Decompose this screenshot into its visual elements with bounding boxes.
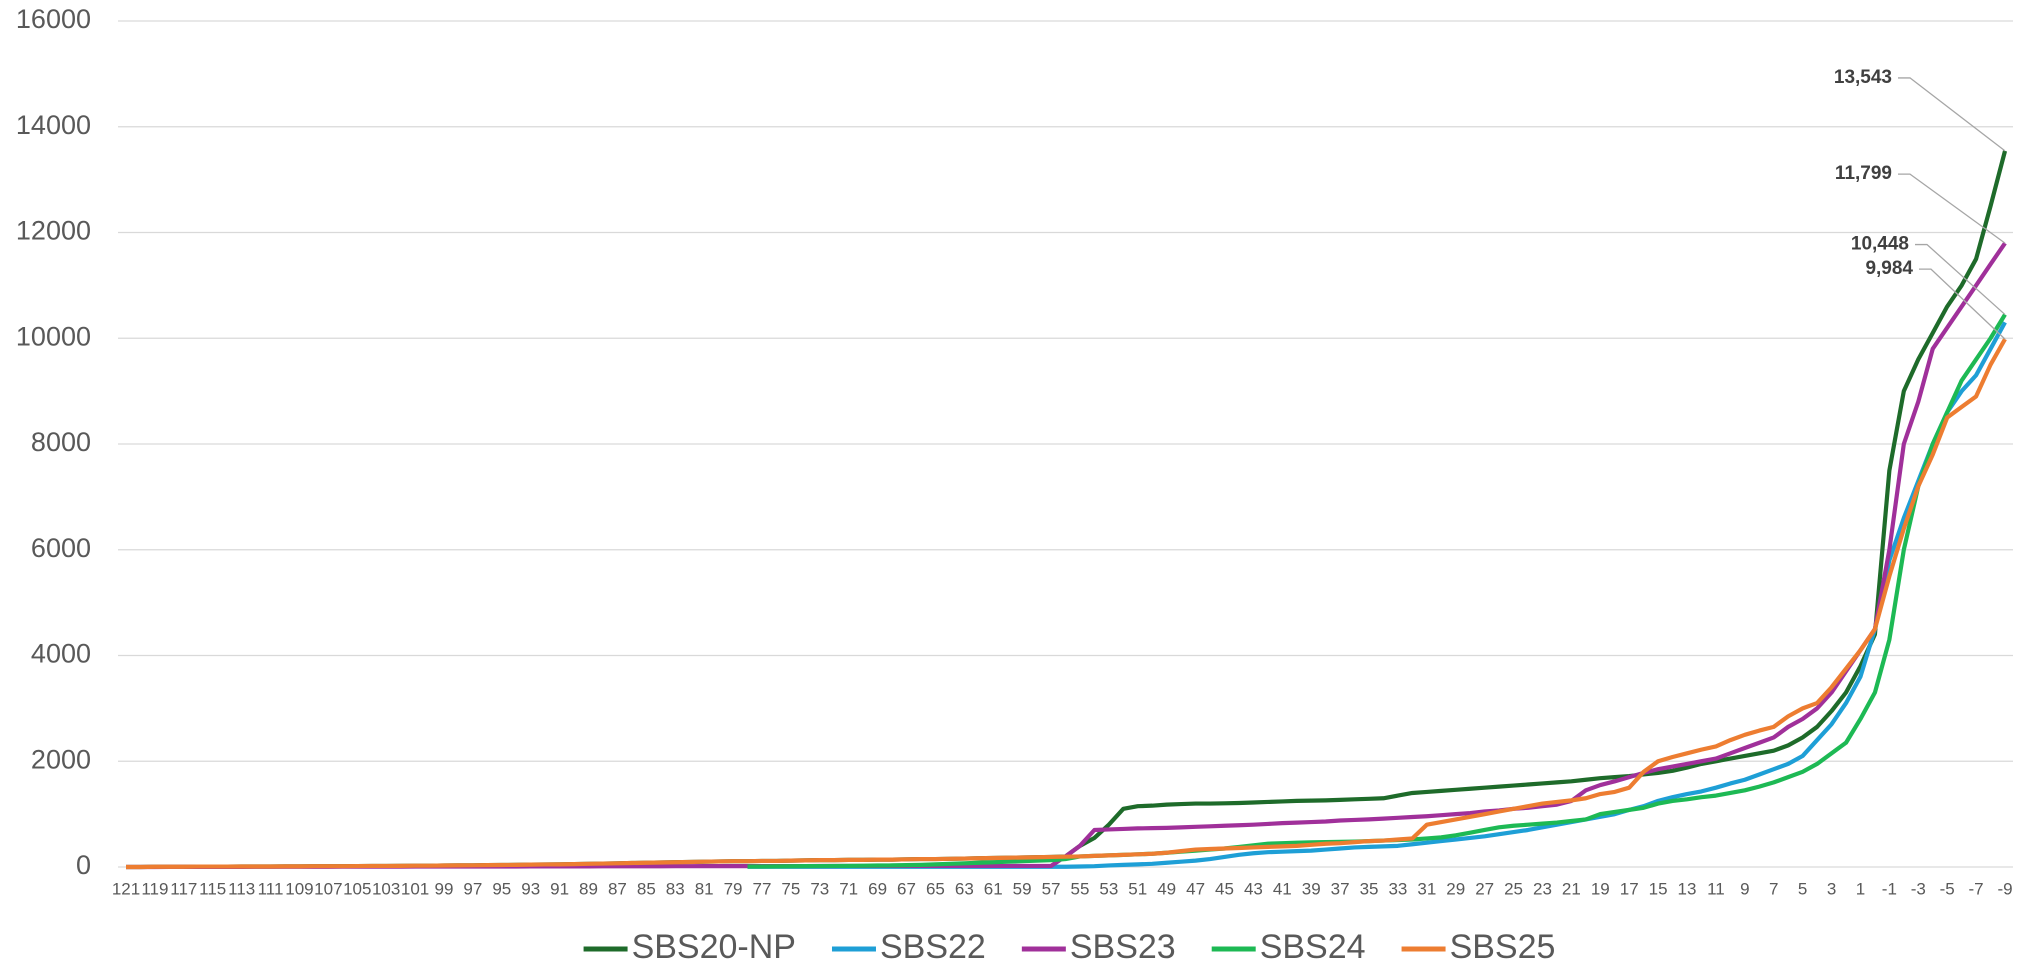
legend-label: SBS23: [1070, 928, 1176, 965]
x-tick-label: 63: [955, 879, 974, 898]
x-tick-label: 105: [343, 879, 371, 898]
data-label: 10,448: [1851, 234, 1909, 255]
x-tick-label: 9: [1740, 879, 1749, 898]
x-tick-label: 85: [637, 879, 656, 898]
x-tick-label: 87: [608, 879, 627, 898]
x-tick-label: -5: [1940, 879, 1955, 898]
leader-line: [1919, 268, 2006, 340]
x-tick-label: 75: [781, 879, 800, 898]
x-tick-label: 117: [170, 879, 197, 898]
x-tick-label: 3: [1827, 879, 1836, 898]
x-tick-label: 1: [1856, 879, 1865, 898]
x-tick-label: 7: [1769, 879, 1778, 898]
x-tick-label: 59: [1013, 879, 1032, 898]
data-label: 9,984: [1865, 258, 1913, 279]
legend-item: SBS25: [1401, 928, 1556, 965]
x-tick-label: 21: [1562, 879, 1581, 898]
y-tick-label: 10000: [16, 321, 91, 351]
leader-line: [1898, 77, 2006, 152]
x-tick-label: 73: [810, 879, 829, 898]
x-tick-label: -7: [1969, 879, 1984, 898]
x-tick-label: 29: [1446, 879, 1465, 898]
x-tick-label: 17: [1620, 879, 1639, 898]
x-tick-label: 109: [285, 879, 313, 898]
legend-item: SBS23: [1021, 928, 1176, 965]
x-tick-label: 77: [753, 879, 772, 898]
x-tick-label: 15: [1649, 879, 1668, 898]
x-tick-label: 19: [1591, 879, 1610, 898]
y-tick-label: 0: [76, 850, 91, 880]
y-tick-label: 16000: [16, 4, 91, 34]
x-tick-label: 95: [492, 879, 511, 898]
x-tick-label: 115: [199, 879, 226, 898]
x-tick-label: 37: [1331, 879, 1350, 898]
legend-label: SBS22: [880, 928, 986, 965]
x-tick-label: 101: [401, 879, 429, 898]
y-tick-label: 12000: [16, 216, 91, 246]
y-tick-label: 8000: [31, 427, 91, 457]
x-tick-label: 55: [1070, 879, 1089, 898]
x-tick-label: 67: [897, 879, 916, 898]
legend-item: SBS24: [1211, 928, 1366, 965]
y-tick-label: 14000: [16, 110, 91, 140]
x-tick-label: 99: [435, 879, 454, 898]
x-tick-label: 33: [1388, 879, 1407, 898]
x-tick-label: 79: [724, 879, 743, 898]
x-tick-label: 23: [1533, 879, 1552, 898]
x-tick-label: -9: [1997, 879, 2012, 898]
x-tick-label: 111: [258, 879, 284, 898]
series-line: [126, 150, 2008, 870]
legend-item: SBS22: [831, 928, 986, 965]
x-tick-label: 81: [695, 879, 714, 898]
leader-line: [1915, 243, 2006, 316]
x-tick-label: 49: [1157, 879, 1176, 898]
x-tick-label: -3: [1911, 879, 1926, 898]
x-tick-label: 45: [1215, 879, 1234, 898]
x-tick-label: 27: [1475, 879, 1494, 898]
x-tick-label: 31: [1417, 879, 1436, 898]
data-label: 11,799: [1835, 163, 1892, 184]
x-tick-label: 91: [550, 879, 569, 898]
x-tick-label: 39: [1302, 879, 1321, 898]
y-tick-label: 2000: [31, 744, 91, 774]
x-tick-label: 11: [1707, 879, 1725, 898]
x-tick-label: 113: [228, 879, 255, 898]
x-tick-label: 83: [666, 879, 685, 898]
x-tick-label: 5: [1798, 879, 1807, 898]
x-tick-label: -1: [1882, 879, 1897, 898]
y-tick-label: 6000: [31, 533, 91, 563]
legend-item: SBS20-NP: [583, 928, 796, 965]
series-line: [126, 338, 2007, 870]
x-tick-label: 43: [1244, 879, 1263, 898]
x-tick-label: 89: [579, 879, 598, 898]
x-tick-label: 65: [926, 879, 945, 898]
series-line: [126, 241, 2007, 870]
x-tick-label: 61: [984, 879, 1003, 898]
x-tick-label: 119: [141, 879, 168, 898]
x-tick-label: 51: [1128, 879, 1147, 898]
x-tick-label: 121: [112, 879, 140, 898]
x-tick-label: 47: [1186, 879, 1205, 898]
x-tick-label: 41: [1273, 879, 1292, 898]
x-tick-label: 97: [463, 879, 482, 898]
x-tick-label: 13: [1678, 879, 1697, 898]
x-tick-label: 57: [1042, 879, 1061, 898]
series-line: [747, 321, 2007, 869]
x-tick-label: 107: [314, 879, 342, 898]
x-tick-label: 35: [1360, 879, 1379, 898]
leader-line: [1898, 173, 2006, 244]
series-line: [747, 313, 2007, 869]
data-label: 13,543: [1834, 67, 1892, 88]
legend-label: SBS25: [1450, 928, 1556, 965]
legend-label: SBS20-NP: [632, 928, 796, 965]
x-tick-label: 69: [868, 879, 887, 898]
x-tick-label: 103: [372, 879, 400, 898]
x-tick-label: 53: [1099, 879, 1118, 898]
y-tick-label: 4000: [31, 639, 91, 669]
x-tick-label: 25: [1504, 879, 1523, 898]
x-tick-label: 93: [521, 879, 540, 898]
x-tick-label: 71: [839, 879, 858, 898]
legend-label: SBS24: [1260, 928, 1366, 965]
